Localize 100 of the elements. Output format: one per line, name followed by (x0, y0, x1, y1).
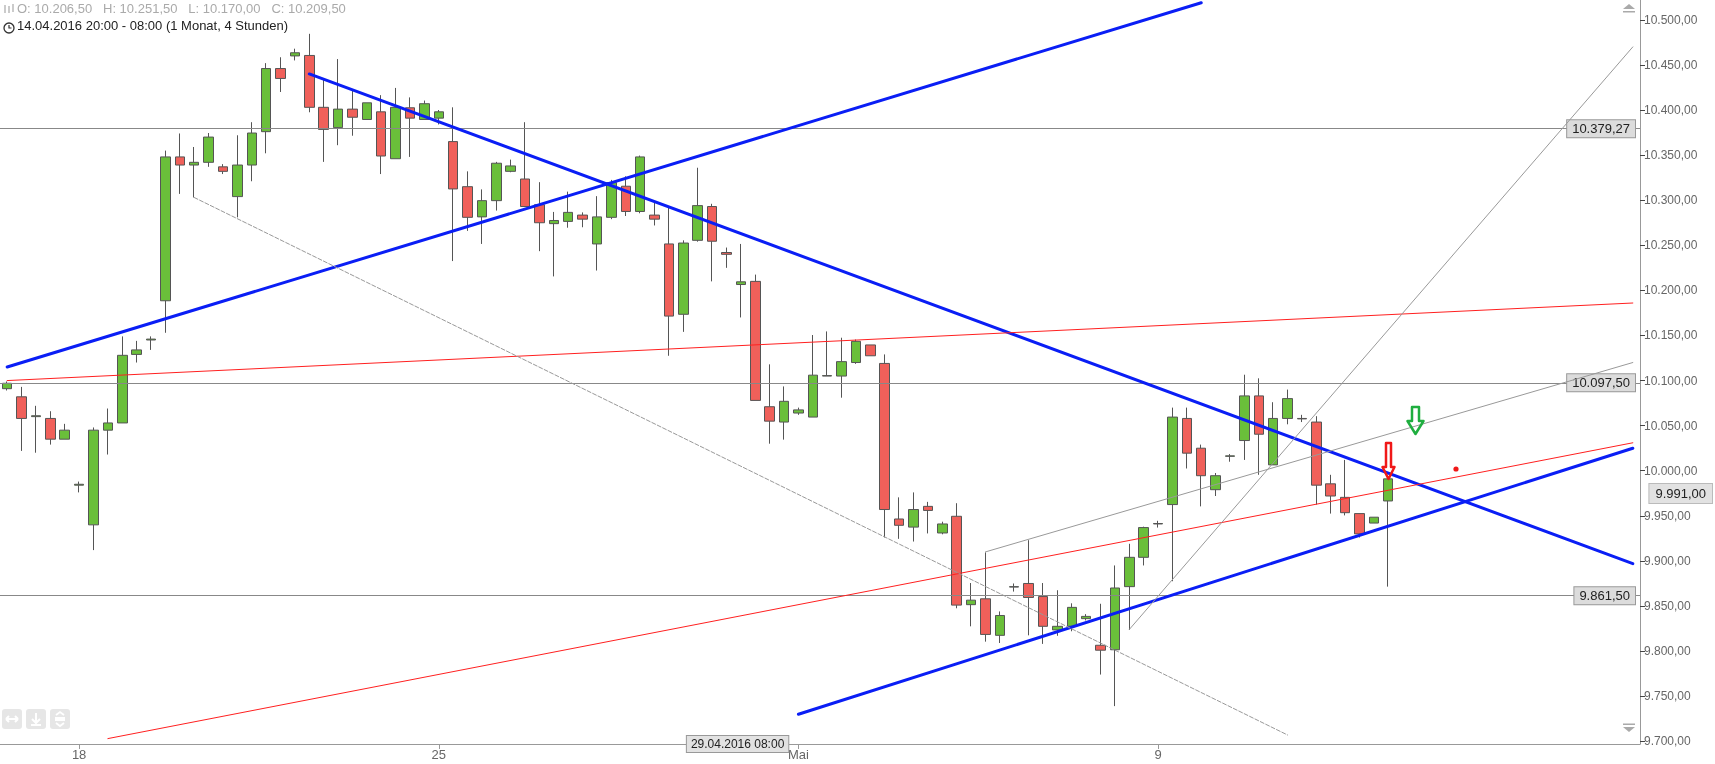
candlestick (707, 203, 717, 282)
candlestick (247, 121, 257, 182)
candlestick (894, 496, 904, 540)
candlestick (1225, 453, 1235, 463)
candlestick (117, 335, 128, 424)
candlestick (376, 94, 386, 175)
candlestick (304, 33, 315, 113)
x-tick-label: 25 (431, 747, 447, 762)
candlestick (347, 89, 358, 137)
candlestick (1023, 539, 1034, 636)
candlestick (103, 408, 113, 456)
y-tick-label: 10.350,00 (1644, 148, 1698, 163)
candlestick (505, 159, 516, 173)
y-tick-label: 10.400,00 (1644, 103, 1698, 118)
candlestick (764, 363, 775, 445)
ref-line-label: 10.097,50 (1572, 375, 1630, 391)
candlestick (736, 243, 746, 318)
y-tick-label: 10.200,00 (1644, 283, 1698, 298)
candlestick (520, 121, 530, 208)
candlestick (1124, 543, 1135, 631)
candlestick (59, 423, 70, 440)
y-tick-label: 9.750,00 (1644, 689, 1692, 704)
y-tick-label: 10.150,00 (1644, 328, 1698, 343)
text: 9.991,00 (1655, 486, 1707, 501)
candlestick (131, 340, 142, 364)
candlestick (477, 188, 487, 245)
candlestick (692, 167, 703, 243)
candlestick (261, 62, 271, 154)
candlestick (1081, 613, 1091, 621)
candlestick (189, 146, 199, 198)
x-tick-label: 9 (1154, 747, 1162, 762)
y-tick-label: 9.900,00 (1644, 553, 1692, 568)
y-tick-label: 9.950,00 (1644, 508, 1692, 523)
y-tick-label: 9.700,00 (1644, 734, 1692, 749)
candlestick (160, 150, 171, 334)
ref-line-label: 9.861,50 (1579, 588, 1630, 604)
candlestick (290, 48, 300, 61)
candlestick (1052, 589, 1063, 637)
candlestick (980, 551, 991, 643)
candlestick (664, 207, 674, 357)
candlestick (1196, 444, 1206, 507)
x-tick-label: Mai (787, 747, 809, 762)
candlestick (1138, 526, 1149, 566)
text: 14.04.2016 20:00 - 08:00 (1 Monat, 4 Stunden) (17, 18, 289, 33)
candlestick (649, 201, 660, 226)
candlestick (534, 181, 545, 252)
candlestick (275, 56, 286, 93)
candlestick (88, 426, 99, 551)
y-tick-label: 10.500,00 (1644, 12, 1698, 27)
candlestick (434, 109, 444, 125)
candlestick (879, 353, 890, 538)
candlestick (1038, 582, 1048, 645)
candlestick (1311, 415, 1322, 506)
candlestick (1210, 472, 1221, 497)
candlestick (966, 582, 976, 627)
candlestick (1282, 389, 1293, 425)
candlestick (1369, 516, 1379, 524)
candlestick (1254, 377, 1264, 476)
candlestick (1110, 564, 1120, 707)
candlestick (865, 344, 876, 357)
candlestick (1340, 459, 1350, 516)
candlestick (995, 610, 1005, 644)
candlestick (1067, 602, 1077, 632)
candlestick (31, 405, 41, 454)
annotation: 29.04.2016 08:00 (690, 737, 785, 751)
candlestick (563, 191, 573, 229)
candlestick (1297, 414, 1307, 423)
y-tick-label: 10.000,00 (1644, 463, 1698, 478)
y-tick-label: 9.850,00 (1644, 599, 1692, 614)
ref-line-label: 10.379,27 (1572, 121, 1630, 137)
y-tick-label: 10.100,00 (1644, 373, 1698, 388)
candlestick (721, 247, 732, 269)
y-tick-label: 10.450,00 (1644, 57, 1698, 72)
candlestick (45, 410, 56, 446)
candlestick (333, 58, 343, 146)
x-tick-label: 18 (71, 747, 87, 762)
candlestick (1167, 407, 1178, 582)
y-tick-label: 10.300,00 (1644, 193, 1698, 208)
candlestick (318, 79, 329, 163)
candlestick (203, 132, 214, 168)
candlestick (779, 385, 789, 441)
candlestick (16, 386, 27, 452)
candlestick (448, 106, 458, 262)
candlestick (592, 195, 602, 272)
candlestick (678, 239, 689, 333)
y-tick-label: 10.050,00 (1644, 418, 1698, 433)
y-tick-label: 9.800,00 (1644, 644, 1692, 659)
candlestick (750, 274, 761, 401)
candlestick (1009, 582, 1019, 593)
candlestick (74, 481, 84, 493)
candlestick (462, 170, 473, 232)
candlestick (836, 337, 847, 399)
candlestick (1354, 513, 1365, 538)
candlestick (822, 330, 832, 377)
candlestick (146, 335, 156, 351)
candlestick (218, 163, 228, 175)
candlestick (793, 407, 804, 416)
candlestick (1182, 407, 1192, 469)
candlestick (937, 521, 948, 535)
candlestick (1095, 603, 1106, 676)
